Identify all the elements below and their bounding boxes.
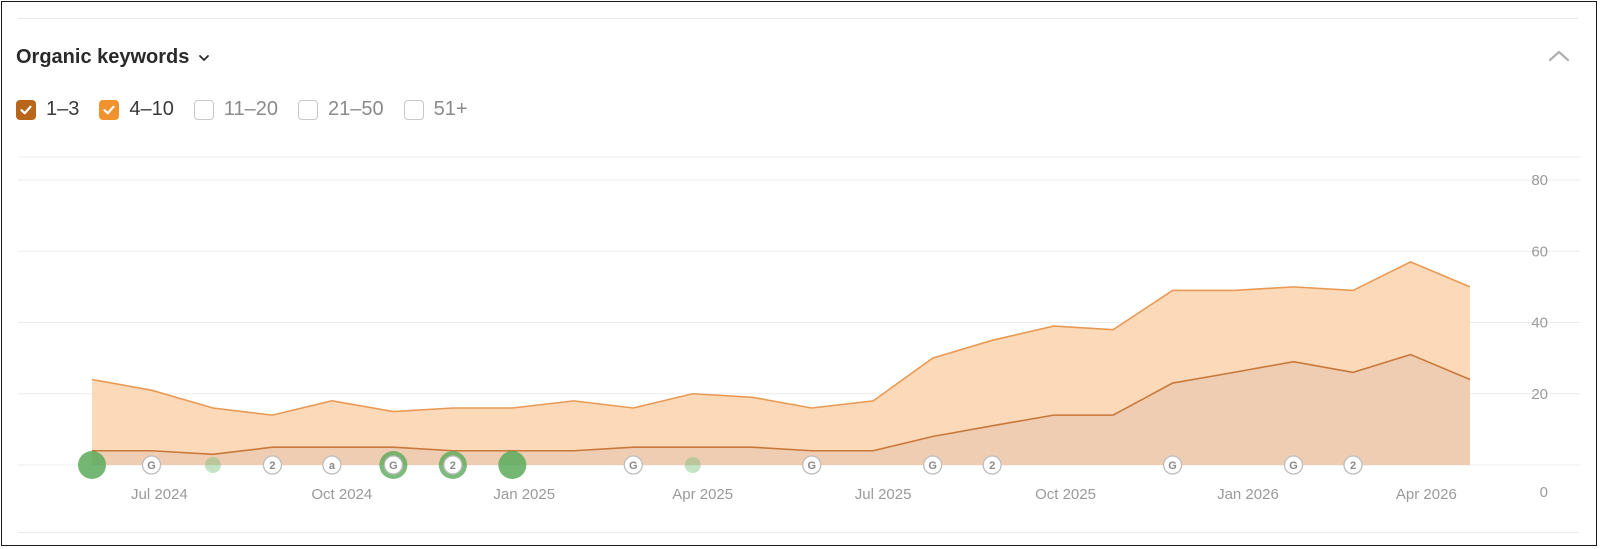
- legend: 1–3 4–10 11–20 21–50 51+: [16, 98, 468, 121]
- checkbox-4-10[interactable]: [99, 99, 120, 120]
- series-line-1-3: [92, 353, 1471, 456]
- legend-item-21-50[interactable]: 21–50: [298, 98, 384, 121]
- event-badge: [1343, 455, 1363, 475]
- widget-title: Organic keywords: [16, 46, 190, 68]
- checkmark-icon: [20, 105, 32, 114]
- event-badge-label: 2: [269, 460, 275, 472]
- event-badge: [982, 455, 1002, 475]
- x-tick-label: Apr 2026: [1396, 486, 1457, 503]
- legend-label: 21–50: [328, 98, 384, 120]
- event-dot: [204, 457, 221, 473]
- event-dot: [78, 451, 106, 479]
- checkbox-11-20[interactable]: [193, 99, 214, 120]
- x-tick-label: Jan 2025: [493, 486, 555, 503]
- widget-header[interactable]: Organic keywords: [16, 46, 211, 69]
- y-tick-label: 80: [1531, 172, 1548, 189]
- legend-item-1-3[interactable]: 1–3: [16, 98, 79, 121]
- x-tick-label: Apr 2025: [672, 486, 733, 503]
- legend-item-51-plus[interactable]: 51+: [403, 98, 468, 121]
- legend-label: 11–20: [223, 98, 279, 120]
- y-tick-label: 60: [1531, 243, 1548, 260]
- event-badge-label: 2: [450, 460, 456, 472]
- event-badge-label: G: [147, 460, 156, 472]
- legend-item-4-10[interactable]: 4–10: [99, 98, 174, 121]
- y-tick-label: 40: [1531, 315, 1548, 332]
- x-tick-label: Oct 2025: [1035, 486, 1096, 503]
- event-badge-label: G: [1168, 460, 1177, 472]
- event-badge-label: G: [928, 460, 937, 472]
- legend-label: 51+: [433, 98, 468, 120]
- event-badge-label: 2: [989, 460, 995, 472]
- collapse-chevron-up-icon[interactable]: [1546, 46, 1572, 66]
- event-badge-label: G: [629, 460, 638, 472]
- legend-label: 1–3: [46, 98, 80, 120]
- series-area-1-3: [92, 354, 1470, 465]
- event-badge: [443, 455, 463, 475]
- chart-card: [18, 18, 1578, 533]
- event-badge-label: a: [329, 460, 336, 472]
- y-tick-label: 0: [1540, 484, 1548, 501]
- x-tick-label: Oct 2024: [311, 486, 372, 503]
- event-badge: [262, 455, 283, 475]
- event-badge-label: G: [807, 460, 816, 472]
- y-tick-label: 20: [1531, 386, 1548, 403]
- event-badge: [1283, 455, 1304, 475]
- checkbox-21-50[interactable]: [298, 99, 319, 120]
- event-badge: [923, 455, 943, 475]
- legend-label: 4–10: [129, 98, 174, 120]
- event-badge: [383, 455, 404, 475]
- x-tick-label: Jan 2026: [1217, 486, 1279, 503]
- legend-item-11-20[interactable]: 11–20: [193, 98, 279, 121]
- series-line-4-10: [91, 261, 1471, 416]
- event-badge: [322, 455, 342, 475]
- event-badge: [141, 455, 162, 475]
- event-dot: [684, 457, 701, 473]
- event-badge-label: G: [389, 460, 398, 472]
- event-badge-label: G: [1289, 460, 1298, 472]
- event-badge: [1162, 455, 1183, 475]
- checkmark-icon: [103, 105, 115, 114]
- x-tick-label: Jul 2025: [855, 486, 912, 503]
- event-dot: [498, 451, 527, 479]
- series-area-4-10: [92, 261, 1470, 455]
- chevron-down-icon[interactable]: [197, 51, 211, 65]
- event-badge-label: 2: [1350, 460, 1356, 472]
- event-badge: [623, 455, 643, 475]
- event-badge: [802, 455, 822, 475]
- checkbox-1-3[interactable]: [16, 99, 36, 120]
- checkbox-51-plus[interactable]: [403, 99, 424, 120]
- x-tick-label: Jul 2024: [131, 486, 188, 503]
